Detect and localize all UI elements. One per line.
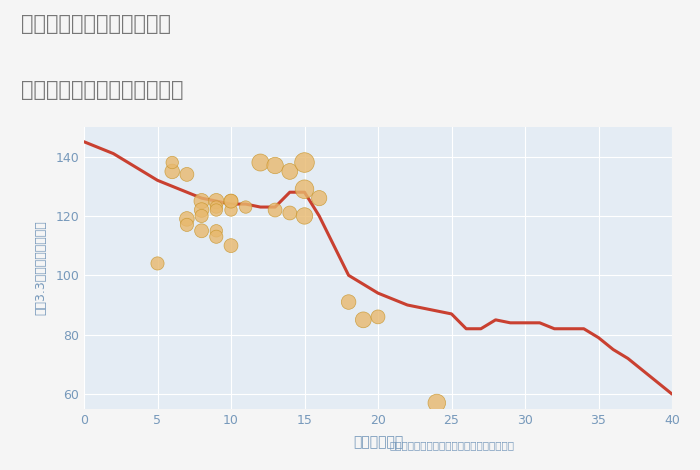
Point <box>372 313 384 321</box>
Point <box>196 227 207 235</box>
Text: 円の大きさは、取引のあった物件面積を示す: 円の大きさは、取引のあった物件面積を示す <box>390 440 514 450</box>
Point <box>211 197 222 205</box>
Point <box>181 215 193 223</box>
Point <box>284 168 295 175</box>
X-axis label: 築年数（年）: 築年数（年） <box>353 435 403 449</box>
Point <box>343 298 354 306</box>
Point <box>196 206 207 214</box>
Point <box>270 206 281 214</box>
Point <box>181 221 193 228</box>
Point <box>152 260 163 267</box>
Point <box>240 204 251 211</box>
Point <box>299 212 310 219</box>
Point <box>299 186 310 193</box>
Point <box>211 227 222 235</box>
Point <box>211 206 222 214</box>
Point <box>211 204 222 211</box>
Point <box>196 197 207 205</box>
Point <box>225 206 237 214</box>
Point <box>167 159 178 166</box>
Point <box>270 162 281 169</box>
Point <box>284 209 295 217</box>
Point <box>299 159 310 166</box>
Point <box>211 233 222 241</box>
Point <box>167 168 178 175</box>
Point <box>196 212 207 219</box>
Text: 築年数別中古マンション価格: 築年数別中古マンション価格 <box>21 80 183 100</box>
Y-axis label: 坪（3.3㎡）単価（万円）: 坪（3.3㎡）単価（万円） <box>34 220 47 315</box>
Point <box>225 197 237 205</box>
Point <box>358 316 369 324</box>
Text: 神奈川県横浜市緑区青砥町: 神奈川県横浜市緑区青砥町 <box>21 14 171 34</box>
Point <box>181 171 193 178</box>
Point <box>431 399 442 407</box>
Point <box>225 197 237 205</box>
Point <box>255 159 266 166</box>
Point <box>314 195 325 202</box>
Point <box>225 242 237 250</box>
